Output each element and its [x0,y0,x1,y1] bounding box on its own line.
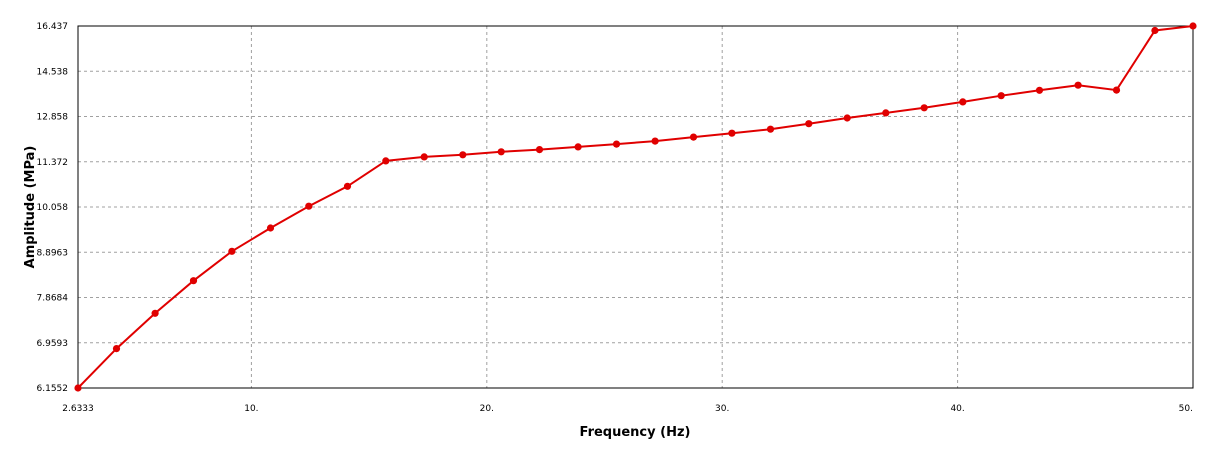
data-point [151,309,159,317]
data-point [997,92,1005,100]
data-point [228,247,236,255]
x-tick-label: 30. [715,404,729,414]
data-point [382,157,390,165]
y-tick-label: 16.437 [37,22,69,32]
x-tick-label: 2.6333 [62,404,94,414]
x-tick-label: 10. [244,404,258,414]
data-point [305,202,313,210]
y-tick-label: 8.8963 [37,248,69,258]
data-point [959,98,967,106]
data-point [920,104,928,112]
data-point [574,143,582,151]
data-point [1112,86,1121,94]
data-point [74,384,82,392]
x-axis-title: Frequency (Hz) [580,425,691,440]
data-point [1151,26,1159,35]
data-point [843,114,851,122]
y-tick-label: 12.858 [37,113,69,123]
data-point [343,182,352,190]
data-point [612,140,621,148]
data-point [420,153,428,161]
data-point [535,146,544,154]
data-point [805,120,813,128]
y-axis-tick-labels: 6.1552 6.9593 7.8684 8.8963 10.058 11.372 12.8… [37,22,69,394]
data-point [266,224,275,232]
grid-layer [78,26,1193,388]
data-point [497,148,505,156]
x-tick-label: 40. [950,404,964,414]
data-point [728,129,736,137]
x-tick-label: 50. [1179,404,1193,414]
y-tick-label: 10.058 [37,203,69,213]
series-layer [74,22,1197,392]
series-line [77,25,1194,389]
data-point [459,151,467,159]
data-point [1189,22,1197,30]
data-point [1035,86,1044,94]
data-point [189,277,198,285]
x-tick-label: 20. [480,404,494,414]
y-tick-label: 6.1552 [37,384,69,394]
y-tick-label: 7.8684 [37,294,69,304]
y-tick-label: 14.538 [37,67,69,77]
data-point [112,345,121,353]
y-tick-label: 11.372 [37,158,69,168]
plot-frame [77,25,1194,389]
data-point [766,125,775,133]
data-point [882,109,890,117]
data-point [651,137,659,145]
x-axis-tick-labels: 2.6333 10. 20. 30. 40. 50. [62,404,1193,414]
y-tick-label: 6.9593 [37,339,69,349]
data-point [689,133,698,141]
data-point [1074,81,1082,89]
y-axis-title: Amplitude (MPa) [23,146,38,269]
